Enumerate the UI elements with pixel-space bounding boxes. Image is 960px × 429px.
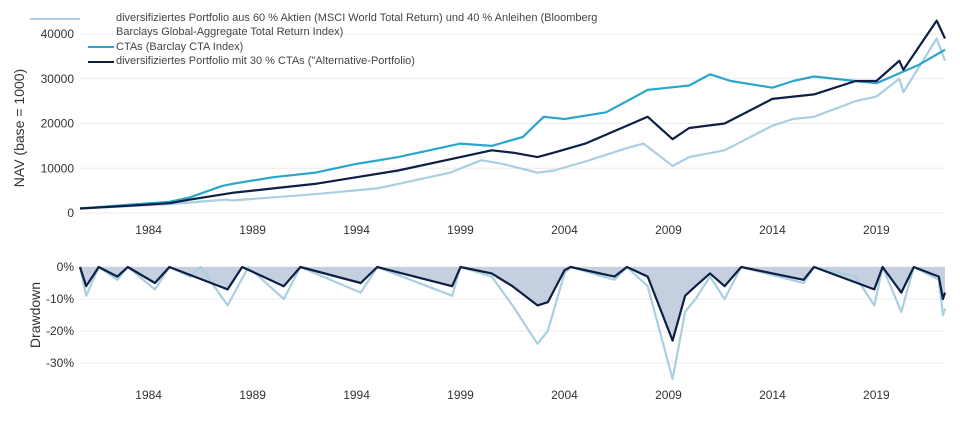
series-line-0 bbox=[79, 37, 947, 210]
x-tick-label: 2009 bbox=[655, 388, 682, 402]
drawdown-y-axis-label: Drawdown bbox=[27, 282, 43, 348]
legend-label-alt: diversifiziertes Portfolio mit 30 % CTAs… bbox=[116, 55, 415, 67]
legend: diversifiziertes Portfolio aus 60 % Akti… bbox=[30, 12, 597, 67]
y-tick-label: 20000 bbox=[41, 117, 75, 131]
legend-label-6040-line2: Barclays Global-Aggregate Total Return I… bbox=[116, 26, 343, 38]
y-tick-label: 0 bbox=[67, 206, 74, 220]
drawdown-line-0 bbox=[78, 265, 947, 381]
drawdown-area-fill bbox=[80, 267, 945, 341]
y-tick-label: -30% bbox=[46, 356, 74, 370]
x-tick-label: 1994 bbox=[343, 223, 370, 237]
y-tick-label: -20% bbox=[46, 324, 74, 338]
y-tick-label: 10000 bbox=[41, 161, 75, 175]
x-tick-label: 2004 bbox=[551, 388, 578, 402]
x-tick-label: 2019 bbox=[863, 223, 890, 237]
y-tick-label: 30000 bbox=[41, 72, 75, 86]
nav-y-axis-label: NAV (base = 1000) bbox=[11, 69, 27, 187]
drawdown-panel: 0% -10% -20% -30% 1984 1989 1994 1999 2004 2009 20… bbox=[46, 260, 947, 402]
x-tick-label: 1994 bbox=[343, 388, 370, 402]
x-tick-label: 1984 bbox=[135, 223, 162, 237]
x-tick-label: 2014 bbox=[759, 223, 786, 237]
x-tick-label: 2004 bbox=[551, 223, 578, 237]
x-tick-label: 2009 bbox=[655, 223, 682, 237]
nav-panel: 0 10000 20000 30000 40000 1984 1989 1994 1999 200… bbox=[41, 19, 947, 237]
y-tick-label: 40000 bbox=[41, 27, 75, 41]
y-tick-label: 0% bbox=[57, 260, 75, 274]
series-line-1 bbox=[79, 48, 946, 210]
legend-label-cta: CTAs (Barclay CTA Index) bbox=[116, 41, 243, 53]
x-tick-label: 1999 bbox=[447, 388, 474, 402]
x-tick-label: 1989 bbox=[239, 223, 266, 237]
x-tick-label: 1984 bbox=[135, 388, 162, 402]
y-tick-label: -10% bbox=[46, 292, 74, 306]
x-tick-label: 2014 bbox=[759, 388, 786, 402]
x-tick-label: 1999 bbox=[447, 223, 474, 237]
legend-label-6040: diversifiziertes Portfolio aus 60 % Akti… bbox=[116, 12, 597, 24]
series-line-2 bbox=[79, 19, 946, 210]
x-tick-label: 1989 bbox=[239, 388, 266, 402]
drawdown-line-1 bbox=[78, 265, 947, 342]
x-tick-label: 2019 bbox=[863, 388, 890, 402]
